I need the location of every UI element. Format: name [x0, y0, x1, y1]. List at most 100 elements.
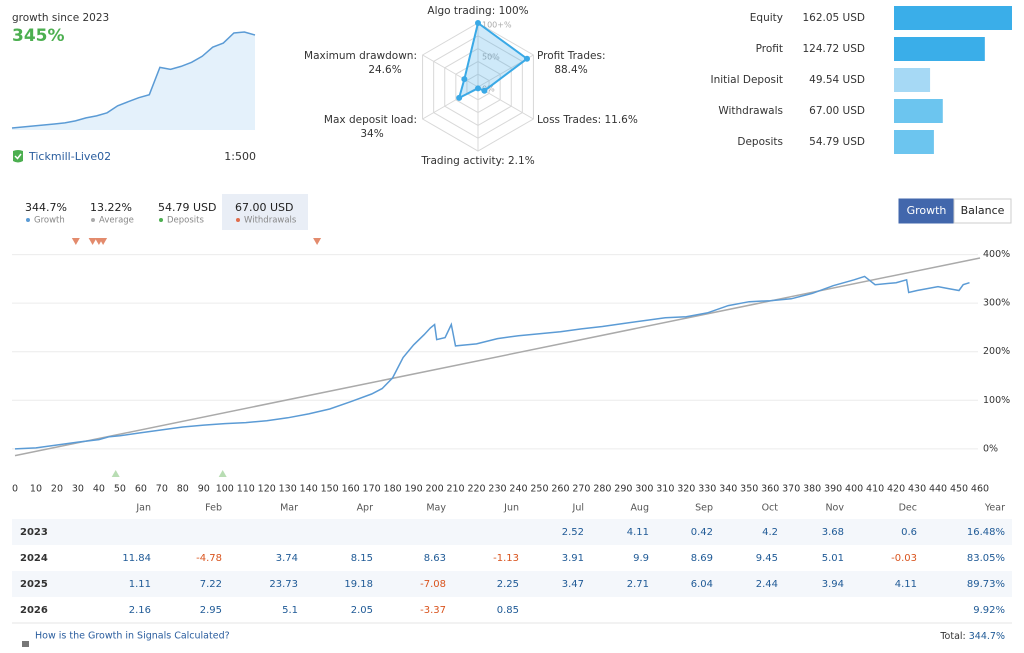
stat-dot: [91, 218, 95, 222]
table-header: Nov: [825, 503, 844, 514]
summary-title: growth since 2023: [12, 12, 109, 24]
table-cell: 1.11: [129, 579, 151, 590]
table-total: 16.48%: [967, 527, 1005, 538]
stat-value: 344.7%: [25, 201, 67, 214]
x-tick-label: 450: [950, 484, 968, 495]
balance-label: Profit: [756, 43, 783, 55]
balance-bar: [894, 99, 943, 123]
table-cell: -3.37: [420, 605, 446, 616]
x-tick-label: 90: [198, 484, 210, 495]
table-cell: 3.68: [822, 527, 844, 538]
x-tick-label: 310: [656, 484, 674, 495]
table-cell: 2.95: [200, 605, 222, 616]
trend-line: [14, 257, 981, 457]
y-tick-label: 400%: [983, 249, 1010, 260]
x-tick-label: 400: [845, 484, 863, 495]
help-link[interactable]: How is the Growth in Signals Calculated?: [35, 631, 230, 642]
total-label: Total:: [939, 631, 965, 642]
tab-button[interactable]: [898, 198, 955, 224]
x-tick-label: 250: [530, 484, 548, 495]
radar-tick-label: 0%: [482, 85, 495, 94]
x-tick-label: 150: [321, 484, 339, 495]
table-cell: 5.01: [822, 553, 844, 564]
x-tick-label: 360: [761, 484, 779, 495]
footer-total: Total: 344.7%: [939, 631, 1005, 642]
account-link[interactable]: Tickmill-Live02: [28, 150, 111, 163]
table-cell: 4.11: [627, 527, 649, 538]
x-tick-label: 50: [114, 484, 126, 495]
radar-label: Maximum drawdown:: [304, 50, 417, 62]
table-year: 2023: [20, 527, 48, 538]
x-tick-label: 210: [446, 484, 464, 495]
table-cell: 8.69: [691, 553, 713, 564]
table-total: 89.73%: [967, 579, 1005, 590]
balance-label: Initial Deposit: [710, 74, 783, 86]
x-tick-label: 350: [740, 484, 758, 495]
balance-label: Withdrawals: [718, 105, 783, 117]
stat-value: 54.79 USD: [158, 201, 217, 214]
table-cell: 8.15: [351, 553, 373, 564]
table-cell: 6.04: [691, 579, 713, 590]
x-tick-label: 20: [51, 484, 63, 495]
x-tick-label: 410: [866, 484, 884, 495]
balance-label: Deposits: [737, 136, 783, 148]
table-header: Sep: [695, 503, 713, 514]
x-tick-label: 190: [405, 484, 423, 495]
table-cell: 23.73: [269, 579, 298, 590]
radar-axis-name: Max deposit load:: [324, 114, 417, 126]
table-cell: 7.22: [200, 579, 222, 590]
table-cell: 2.16: [129, 605, 151, 616]
withdrawal-marker: [88, 238, 97, 245]
table-cell: -0.03: [891, 553, 917, 564]
table-total: 83.05%: [967, 553, 1005, 564]
table-cell: 4.11: [895, 579, 917, 590]
table-year: 2024: [20, 553, 48, 564]
balance-value: 67.00 USD: [809, 105, 865, 117]
table-cell: 2.44: [756, 579, 778, 590]
x-tick-label: 180: [384, 484, 402, 495]
y-tick-label: 200%: [983, 346, 1010, 357]
deposit-marker: [111, 470, 120, 477]
leverage: 1:500: [224, 150, 256, 163]
summary-growth: 345%: [12, 26, 65, 46]
help-icon: [22, 641, 29, 647]
radar-label: Algo trading: 100%: [427, 5, 528, 17]
table-cell: 9.9: [633, 553, 649, 564]
table-header: Aug: [630, 503, 649, 514]
radar-spoke: [422, 54, 479, 88]
radar-point: [523, 55, 530, 62]
x-tick-label: 240: [509, 484, 527, 495]
radar-label: Loss Trades: 11.6%: [537, 114, 638, 126]
table-cell: 0.6: [901, 527, 917, 538]
total-value: 344.7%: [969, 631, 1005, 642]
x-tick-label: 100: [216, 484, 234, 495]
verified-icon: [13, 150, 23, 163]
tab-label[interactable]: Growth: [907, 204, 947, 217]
table-cell: 3.47: [562, 579, 584, 590]
table-header: Year: [984, 503, 1005, 514]
table-header: Apr: [357, 503, 374, 514]
tab-button[interactable]: [953, 198, 1012, 224]
sparkline: [11, 31, 256, 129]
table-total: 9.92%: [973, 605, 1005, 616]
table-cell: 3.91: [562, 553, 584, 564]
radar-spoke: [477, 86, 534, 120]
x-tick-label: 260: [551, 484, 569, 495]
stat-label: Deposits: [167, 216, 204, 226]
balance-bar: [894, 37, 985, 61]
stat-label: Growth: [34, 216, 65, 226]
radar-axis-name: Profit Trades:: [537, 50, 605, 62]
stat-value: 67.00 USD: [235, 201, 294, 214]
table-cell: 8.63: [424, 553, 446, 564]
radar-label: Max deposit load:: [324, 114, 417, 126]
x-tick-label: 270: [572, 484, 590, 495]
radar-axis-name: Trading activity:: [420, 155, 504, 167]
radar-tick-label: 100+%: [482, 21, 512, 30]
tab-label[interactable]: Balance: [961, 204, 1005, 217]
x-tick-label: 160: [342, 484, 360, 495]
x-tick-label: 430: [908, 484, 926, 495]
table-cell: 3.94: [822, 579, 844, 590]
balance-bar: [894, 6, 1012, 30]
